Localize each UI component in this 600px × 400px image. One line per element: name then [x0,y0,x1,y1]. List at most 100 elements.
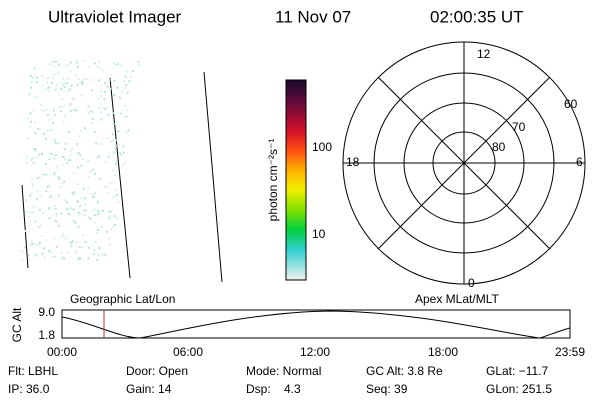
pixel [124,86,127,89]
pixel [43,247,46,250]
pixel [60,257,63,260]
pixel [81,81,84,83]
pixel [30,158,33,161]
pixel [31,157,34,160]
pixel [57,169,60,172]
pixel [35,156,38,159]
pixel [25,199,28,201]
pixel [111,133,114,136]
pixel [29,112,32,115]
pixel [36,76,39,79]
pixel [61,98,64,100]
pixel [75,61,78,64]
pixel [42,212,45,215]
x-tick-label: 18:00 [428,345,458,359]
pixel [30,120,32,123]
pixel [80,164,83,167]
pixel [76,84,79,87]
pixel [69,61,72,64]
pixel [33,148,36,151]
pixel [50,153,53,155]
pixel [81,233,84,236]
pixel [92,193,95,196]
pixel [61,256,64,259]
pixel [69,103,72,105]
pixel [58,178,60,181]
pixel [94,130,97,133]
pixel [68,104,71,107]
colorbar [285,79,307,281]
pixel [69,70,72,73]
pixel [62,121,65,124]
pixel [85,78,88,81]
pixel [62,77,65,80]
pixel [30,191,33,194]
pixel [34,221,37,224]
pixel [107,155,110,158]
pixel [74,73,77,76]
pixel [52,60,55,63]
pixel [26,156,29,159]
pixel [56,83,59,86]
pixel [124,104,126,107]
pixel [45,239,48,242]
pixel [32,184,35,187]
pixel [100,90,103,93]
pixel [53,139,56,142]
altitude-curve [61,310,571,339]
pixel [100,95,102,98]
plot-title: Geographic Lat/Lon [70,292,175,306]
pixel [104,185,107,188]
pixel [48,151,51,154]
pixel [56,165,58,168]
pixel [116,201,119,204]
pixel [64,236,67,239]
pixel [98,107,101,109]
pixel [32,108,35,111]
pixel [55,60,57,63]
pixel [80,130,83,132]
pixel [54,219,57,222]
info-field: Dsp: 4.3 [246,382,301,396]
pixel [91,168,94,171]
pixel [84,127,87,130]
pixel [63,199,66,202]
pixel [63,147,66,150]
pixel [53,74,56,77]
pixel [53,65,55,68]
pixel [107,136,110,139]
pixel [35,76,38,79]
pixel [82,78,85,81]
pixel [76,66,79,68]
pixel [114,63,117,66]
pixel [125,70,128,73]
pixel [45,173,48,176]
info-field: IP: 36.0 [8,382,50,396]
pixel [53,255,56,258]
pixel [83,197,86,200]
info-field: GC Alt: 3.8 Re [366,364,443,378]
pixel [137,60,140,63]
pixel [112,152,115,155]
date: 11 Nov 07 [275,7,351,26]
pixel [112,112,115,115]
pixel [76,182,79,185]
title: Ultraviolet Imager [48,7,182,26]
pixel [47,89,50,92]
pixel [69,213,71,216]
pixel [124,131,127,134]
image-panel [20,60,223,283]
pixel [54,88,57,91]
pixel [41,234,44,237]
pixel [54,154,57,156]
pixel [57,71,60,74]
info-field: GLon: 251.5 [486,382,552,396]
info-field: Door: Open [126,364,188,378]
pixel [97,79,100,82]
pixel [46,81,48,84]
pixel [123,80,126,83]
pixel [127,129,130,132]
pixel [74,108,77,111]
pixel [60,252,63,255]
pixel [114,174,117,176]
